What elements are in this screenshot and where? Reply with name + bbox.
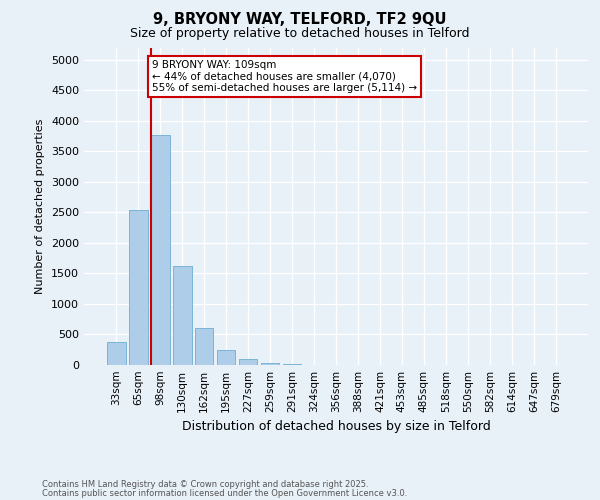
Text: 9 BRYONY WAY: 109sqm
← 44% of detached houses are smaller (4,070)
55% of semi-de: 9 BRYONY WAY: 109sqm ← 44% of detached h… xyxy=(152,60,417,93)
Bar xyxy=(173,266,191,365)
Bar xyxy=(261,362,280,365)
Text: 9, BRYONY WAY, TELFORD, TF2 9QU: 9, BRYONY WAY, TELFORD, TF2 9QU xyxy=(153,12,447,28)
Bar xyxy=(195,328,214,365)
Text: Size of property relative to detached houses in Telford: Size of property relative to detached ho… xyxy=(130,28,470,40)
Bar xyxy=(107,342,125,365)
X-axis label: Distribution of detached houses by size in Telford: Distribution of detached houses by size … xyxy=(182,420,490,434)
Bar xyxy=(129,210,148,365)
Bar xyxy=(239,358,257,365)
Bar xyxy=(283,364,301,365)
Y-axis label: Number of detached properties: Number of detached properties xyxy=(35,118,46,294)
Text: Contains HM Land Registry data © Crown copyright and database right 2025.: Contains HM Land Registry data © Crown c… xyxy=(42,480,368,489)
Bar xyxy=(217,350,235,365)
Bar xyxy=(151,136,170,365)
Text: Contains public sector information licensed under the Open Government Licence v3: Contains public sector information licen… xyxy=(42,488,407,498)
